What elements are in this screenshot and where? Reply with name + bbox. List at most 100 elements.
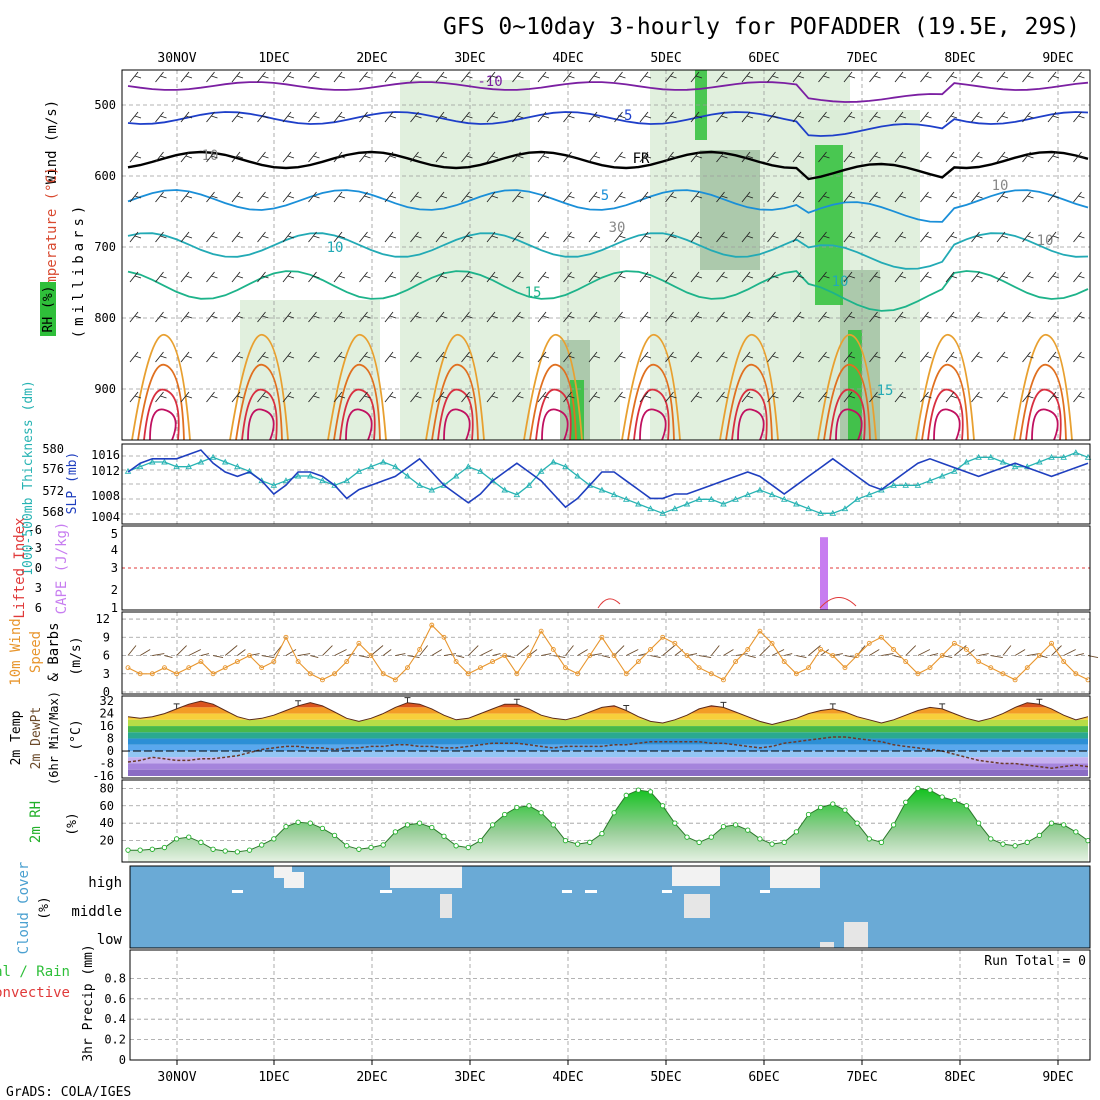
wind-barb — [767, 71, 779, 83]
wind-barb — [486, 351, 499, 363]
temp-max-marker — [513, 698, 520, 705]
thickness-point — [635, 500, 642, 507]
thickness-slp-panel: 580 576 572 568 1016 1012 1008 1004 — [42, 442, 1092, 525]
wind-barb — [155, 151, 167, 163]
wind-barb — [206, 351, 218, 363]
wind-barb — [1022, 391, 1034, 403]
wind-barb — [359, 351, 371, 363]
wind-barb — [155, 111, 167, 123]
warm-contour — [247, 408, 275, 441]
rh-shade-high — [848, 330, 862, 440]
wind-barb — [690, 311, 703, 323]
wind-barb — [129, 231, 142, 243]
thickness-point — [404, 472, 411, 479]
wind-barb — [129, 191, 142, 203]
wind-barb — [945, 351, 958, 363]
wind10m-point — [332, 671, 338, 677]
wind-barb — [308, 231, 320, 243]
rh2m-point — [161, 844, 168, 851]
rh2m-point — [1024, 839, 1030, 845]
wind-barb — [920, 391, 932, 403]
bottom-date-label: 5DEC — [650, 1070, 681, 1085]
tick-label: 1016 — [91, 448, 120, 462]
wind-barb — [588, 191, 601, 203]
wind-barb — [486, 191, 499, 203]
wind-barb — [996, 351, 1009, 363]
rh2m-point — [137, 847, 143, 853]
rh-ylabel: 2m RH — [28, 801, 44, 843]
wind-barb — [333, 151, 346, 163]
wind-barb — [410, 71, 422, 83]
wind-barb — [945, 271, 958, 283]
wind-barb — [716, 151, 728, 163]
wind-barb — [1047, 151, 1060, 163]
wind-barb — [971, 391, 983, 403]
warm-contour — [927, 388, 964, 441]
wind-barb — [180, 111, 193, 123]
temp-band — [128, 732, 1088, 739]
wind-barb — [410, 271, 422, 283]
cape-ylabels: Lifted Index CAPE (J/kg) — [12, 517, 70, 618]
wind-barb — [614, 191, 626, 203]
warm-contour — [523, 334, 583, 441]
wind-barb — [359, 151, 371, 163]
wind-barb — [537, 391, 550, 403]
wind-barb — [818, 71, 830, 83]
temp-band — [128, 719, 1088, 727]
thickness-point — [1084, 453, 1092, 460]
tick-label: 16 — [100, 719, 114, 733]
wind-barb — [333, 391, 346, 403]
rh2m-point — [538, 810, 544, 816]
tick-label: 1004 — [91, 510, 120, 524]
wind-barb — [843, 231, 856, 243]
wind10m-barb — [650, 655, 661, 658]
wind-barb — [741, 151, 754, 163]
wind10m-barb — [954, 645, 967, 656]
wind-barb — [818, 351, 830, 363]
wind-barb — [894, 351, 907, 363]
wind-barb — [435, 271, 448, 283]
wind-barb — [435, 111, 448, 123]
wind-barb — [665, 71, 677, 83]
rh2m-point — [854, 820, 860, 826]
wind-barb — [155, 311, 167, 323]
tick-label: 40 — [100, 816, 114, 830]
precip-ylabel-1: Total / Rain — [0, 964, 70, 980]
wind-barb — [843, 271, 856, 283]
wind10m-barb — [164, 655, 173, 658]
wind-barb — [537, 271, 550, 283]
rh2m-point — [1048, 820, 1055, 826]
rh2m-point — [465, 844, 471, 851]
wind-barb — [767, 311, 779, 323]
warm-contour — [437, 388, 474, 441]
wind-barb — [639, 271, 652, 283]
wind-barb — [639, 151, 652, 163]
wind-barb — [792, 191, 805, 203]
tick-label: -6 — [28, 523, 42, 537]
wind-barb — [563, 151, 575, 163]
warm-contour — [725, 363, 773, 441]
wind-barb — [996, 111, 1009, 123]
rh2m-point — [392, 829, 398, 835]
wind10m-barb — [395, 653, 406, 656]
wind10m-barb — [710, 645, 720, 656]
wind-barb — [741, 271, 754, 283]
wind-barb — [945, 191, 958, 203]
wind-barb — [384, 391, 397, 403]
wind-barb — [1022, 71, 1034, 83]
rh2m-point — [611, 810, 617, 816]
wind10m-point — [891, 646, 897, 652]
rh2m-point — [696, 839, 702, 845]
tick-label: -16 — [92, 769, 114, 783]
temp-max-marker — [939, 703, 946, 709]
thickness-point — [416, 481, 423, 488]
wind-barb — [869, 351, 881, 363]
top-date-label: 7DEC — [846, 51, 877, 66]
wind-barb — [537, 71, 550, 83]
thickness-point — [756, 486, 764, 493]
wind-barb — [920, 151, 932, 163]
thickness-point — [550, 458, 557, 465]
wind10m-point — [648, 646, 653, 652]
wind10m-barb — [565, 645, 574, 656]
